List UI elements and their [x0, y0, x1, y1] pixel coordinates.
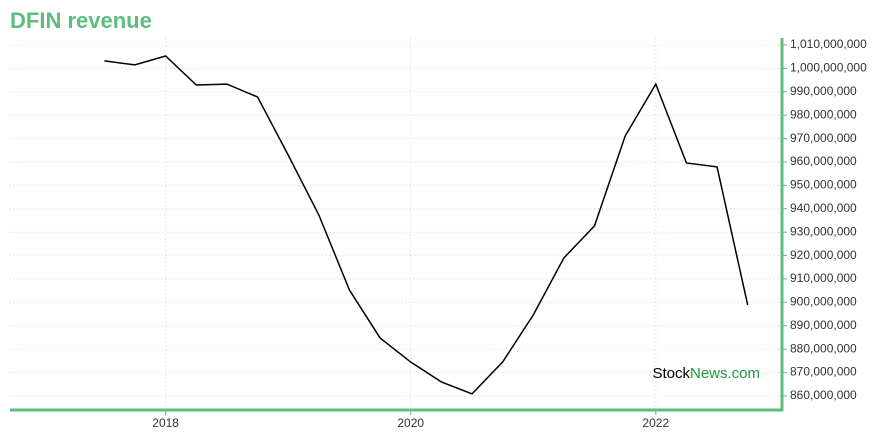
y-tick-label: 920,000,000: [790, 248, 857, 262]
y-tick-label: 940,000,000: [790, 201, 857, 215]
y-tick-label: 870,000,000: [790, 365, 857, 379]
y-tick-label: 970,000,000: [790, 131, 857, 145]
y-tick-label: 890,000,000: [790, 318, 857, 332]
y-tick-label: 910,000,000: [790, 271, 857, 285]
brand-part: Stock: [652, 365, 690, 382]
y-tick-label: 900,000,000: [790, 295, 857, 309]
y-tick-label: 950,000,000: [790, 178, 857, 192]
x-tick-label: 2018: [152, 416, 179, 430]
brand: StockNews.com: [652, 365, 760, 382]
y-tick-label: 990,000,000: [790, 84, 857, 98]
y-tick-label: 980,000,000: [790, 107, 857, 121]
y-tick-label: 1,010,000,000: [790, 37, 867, 51]
x-tick-label: 2022: [642, 416, 669, 430]
y-tick-label: 860,000,000: [790, 388, 857, 402]
y-tick-label: 930,000,000: [790, 224, 857, 238]
chart-title: DFIN revenue: [10, 8, 152, 33]
series-line: [104, 55, 749, 395]
x-tick-label: 2020: [397, 416, 424, 430]
y-tick-label: 960,000,000: [790, 154, 857, 168]
y-tick-label: 1,000,000,000: [790, 61, 867, 75]
y-tick-label: 880,000,000: [790, 341, 857, 355]
brand-part: News.com: [690, 365, 760, 382]
